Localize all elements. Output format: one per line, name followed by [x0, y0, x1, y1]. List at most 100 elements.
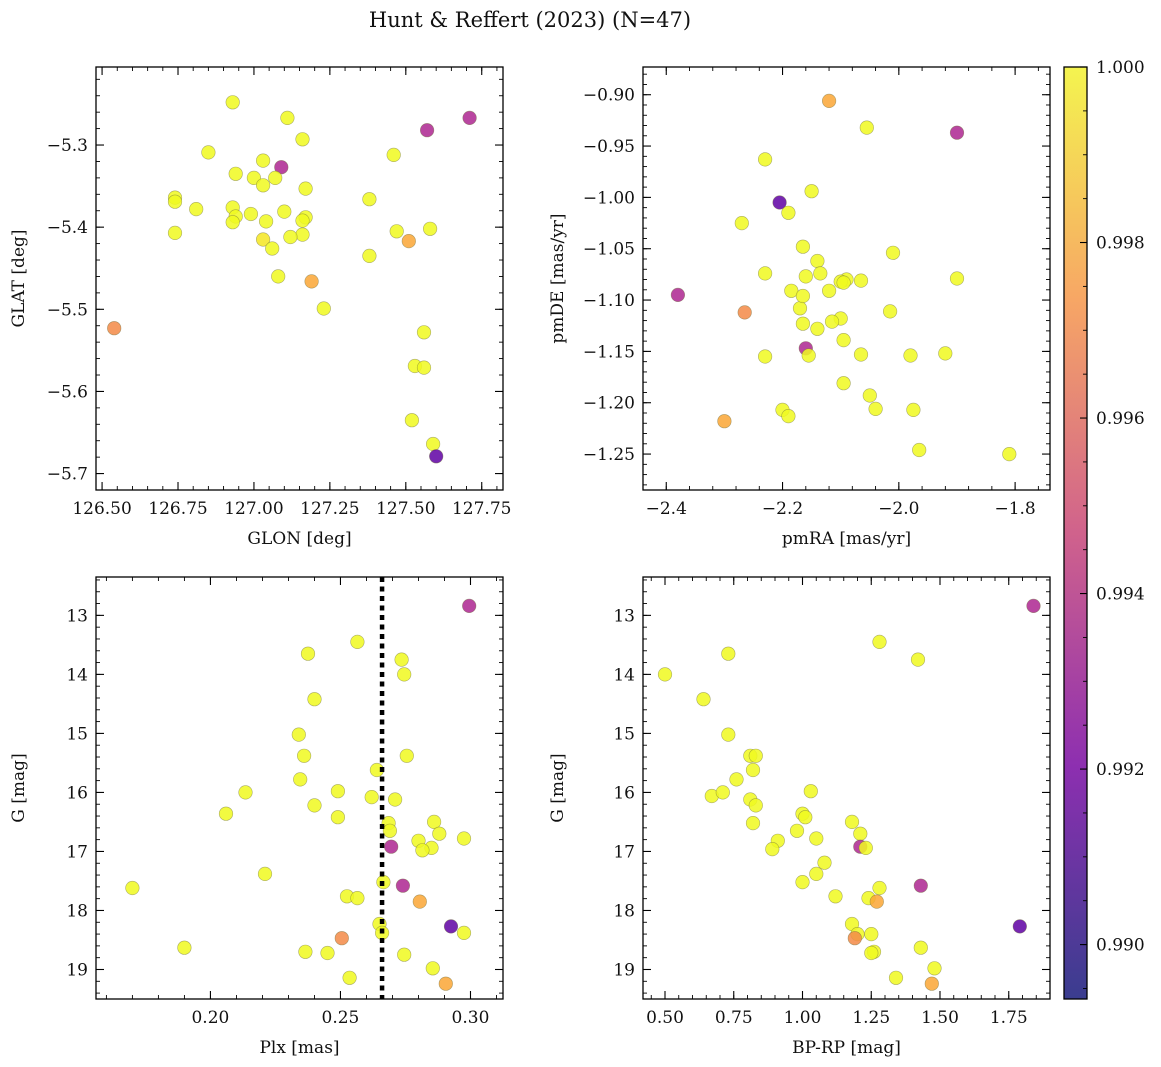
data-point [795, 239, 811, 254]
data-point [859, 120, 874, 135]
data-point [307, 798, 322, 813]
y-tick-label: 16 [66, 783, 88, 803]
data-point [910, 652, 926, 667]
data-point [858, 840, 873, 856]
data-point [295, 213, 310, 228]
data-point [427, 814, 442, 830]
data-point [300, 646, 316, 661]
data-point [225, 95, 240, 110]
data-point [443, 919, 459, 934]
y-tick-label: −1.25 [583, 445, 635, 465]
data-point [1026, 598, 1041, 614]
data-point [304, 274, 319, 289]
data-point [177, 940, 192, 955]
x-tick-label: 126.50 [72, 499, 131, 519]
data-point [696, 692, 711, 707]
y-tick-label: 14 [613, 665, 635, 685]
axes-frame [642, 66, 1051, 491]
data-point [913, 878, 928, 893]
data-point [397, 667, 412, 682]
data-point [298, 944, 313, 959]
data-point [330, 784, 346, 799]
data-point [125, 880, 140, 896]
x-tick-label: 0.30 [452, 1008, 490, 1028]
y-tick-label: 17 [613, 842, 635, 862]
data-point [772, 195, 787, 210]
data-point [798, 269, 813, 284]
panel-glat-vs-glon: 126.50 126.75 127.00 127.25 127.50 127.75 −5.3… [9, 66, 511, 549]
data-point [426, 436, 441, 452]
data-point [362, 192, 377, 207]
figure-title: Hunt & Reffert (2023) (N=47) [369, 8, 691, 32]
x-tick-label: 0.25 [322, 1008, 360, 1028]
y-tick-label: −5.6 [47, 382, 88, 402]
data-point [456, 831, 472, 846]
y-axis-label: pmDE [mas/yr] [548, 213, 568, 343]
data-point [757, 349, 773, 364]
data-point [912, 442, 927, 458]
data-point [817, 855, 832, 870]
data-points [657, 598, 1041, 991]
y-tick-label: −1.15 [583, 342, 635, 362]
data-point [416, 360, 432, 375]
y-tick-label: 13 [613, 606, 635, 626]
data-point [853, 347, 869, 362]
data-point [872, 880, 887, 896]
data-point [809, 866, 824, 882]
data-point [903, 348, 918, 363]
data-point [670, 287, 686, 303]
y-tick-label: −1.10 [583, 291, 635, 311]
data-point [757, 152, 773, 167]
data-point [821, 93, 837, 108]
y-tick-label: 16 [613, 783, 635, 803]
data-point [885, 245, 901, 260]
y-tick-label: −1.00 [583, 188, 635, 208]
data-point [888, 970, 904, 985]
data-points [125, 598, 477, 991]
data-point [721, 646, 736, 661]
data-point [257, 866, 273, 882]
data-point [824, 314, 840, 329]
data-point [277, 204, 292, 219]
data-point [268, 170, 283, 185]
data-point [745, 762, 761, 778]
panel-g-vs-plx: 0.20 0.25 0.30 13 14 15 16 17 18 19 Plx [mas] G [ma… [9, 576, 504, 1058]
data-point [872, 634, 887, 650]
y-axis-label: G [mag] [9, 753, 29, 822]
data-point [395, 878, 411, 893]
y-tick-label: 19 [613, 960, 635, 980]
data-point [218, 806, 234, 821]
data-point [810, 253, 825, 269]
data-point [189, 202, 204, 217]
data-point [836, 275, 851, 290]
x-tick-label: 0.50 [646, 1008, 684, 1028]
data-point [295, 227, 310, 242]
data-point [271, 269, 286, 284]
data-point [927, 961, 942, 976]
colorbar-tick-label: 0.996 [1096, 409, 1145, 429]
data-point [717, 414, 732, 429]
y-tick-label: 18 [66, 901, 88, 921]
data-point [804, 184, 819, 199]
data-point [938, 346, 953, 361]
data-point [789, 823, 805, 838]
data-point [924, 976, 939, 991]
data-point [265, 241, 280, 256]
data-point [906, 402, 921, 418]
data-points [107, 95, 477, 464]
data-point [404, 413, 420, 428]
data-point [167, 194, 183, 209]
data-point [862, 388, 877, 403]
panel-g-vs-bprp: 0.50 0.75 1.00 1.25 1.50 1.75 13 14 15 16 17 18 19 BP… [548, 576, 1051, 1058]
x-tick-label: 127.75 [452, 499, 511, 519]
axes-frame [642, 576, 1051, 1000]
data-point [853, 826, 868, 841]
data-point [781, 205, 796, 220]
data-point [913, 940, 928, 955]
x-tick-label: −1.8 [994, 499, 1035, 519]
data-point [828, 889, 843, 904]
data-point [382, 823, 398, 838]
x-tick-label: 1.75 [990, 1008, 1028, 1028]
data-point [798, 810, 813, 825]
data-point [734, 216, 749, 231]
